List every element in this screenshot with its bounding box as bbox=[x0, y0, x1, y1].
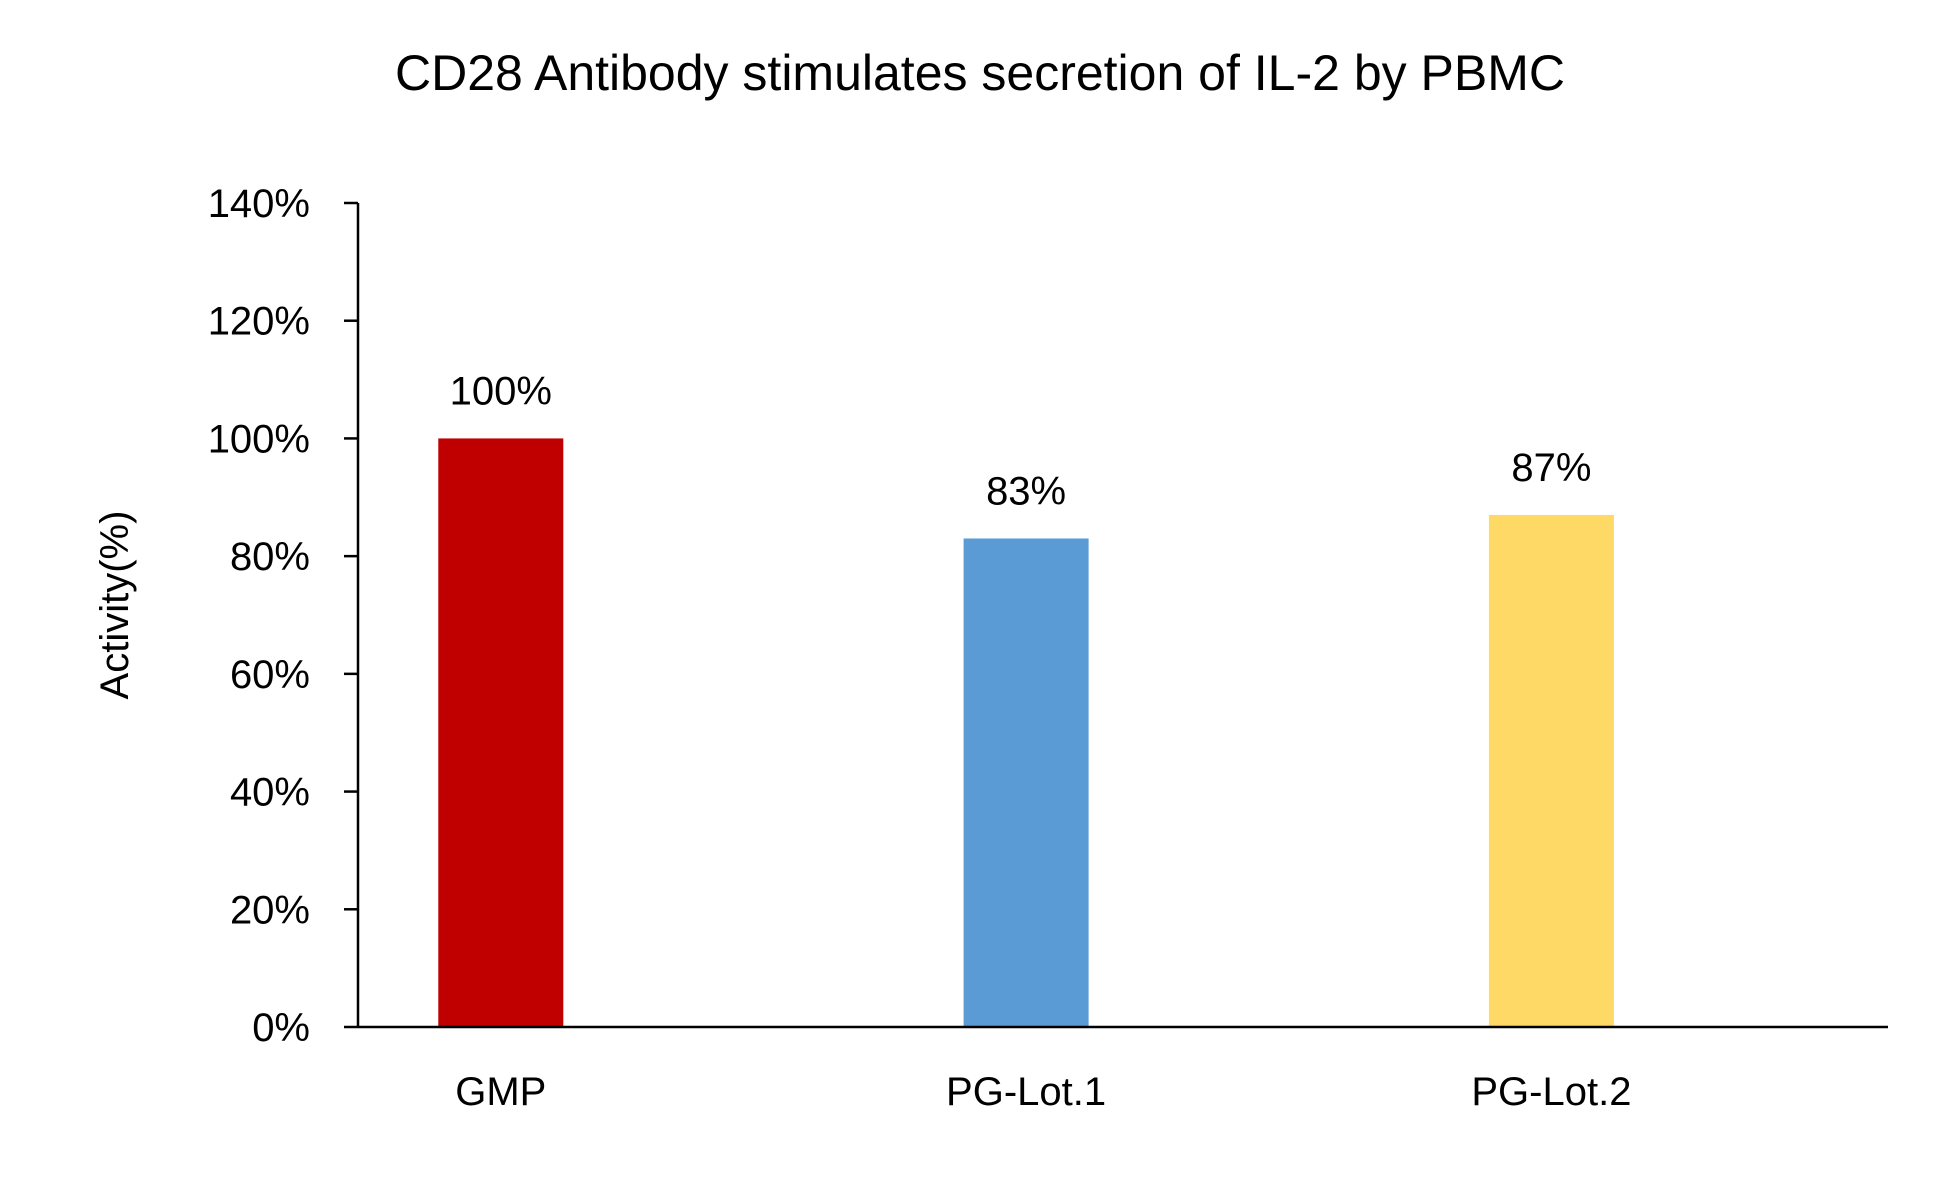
chart-title: CD28 Antibody stimulates secretion of IL… bbox=[395, 45, 1565, 101]
y-tick-label: 0% bbox=[252, 1006, 310, 1050]
y-tick-label: 120% bbox=[208, 300, 310, 344]
bar-pg-lot-1 bbox=[963, 538, 1089, 1027]
y-tick-label: 60% bbox=[230, 653, 310, 697]
data-label: 87% bbox=[1511, 446, 1591, 490]
x-tick-label: GMP bbox=[455, 1070, 546, 1114]
y-tick-label: 140% bbox=[208, 182, 310, 226]
data-label: 83% bbox=[986, 469, 1066, 513]
y-axis: 0% 20% 40% 60% 80% 100% 120% 140% bbox=[208, 182, 358, 1050]
y-tick-label: 100% bbox=[208, 417, 310, 461]
y-axis-title: Activity(%) bbox=[93, 511, 137, 700]
bar-series: 100% 83% 87% bbox=[438, 369, 1614, 1027]
x-tick-label: PG-Lot.2 bbox=[1471, 1070, 1631, 1114]
x-axis: GMP PG-Lot.1 PG-Lot.2 bbox=[455, 1070, 1631, 1114]
bar-pg-lot-2 bbox=[1488, 514, 1614, 1027]
bar-gmp bbox=[438, 438, 564, 1027]
y-tick-label: 80% bbox=[230, 535, 310, 579]
y-tick-label: 40% bbox=[230, 771, 310, 815]
axes bbox=[356, 203, 1888, 1029]
x-tick-label: PG-Lot.1 bbox=[946, 1070, 1106, 1114]
y-tick-label: 20% bbox=[230, 888, 310, 932]
data-label: 100% bbox=[450, 369, 552, 413]
